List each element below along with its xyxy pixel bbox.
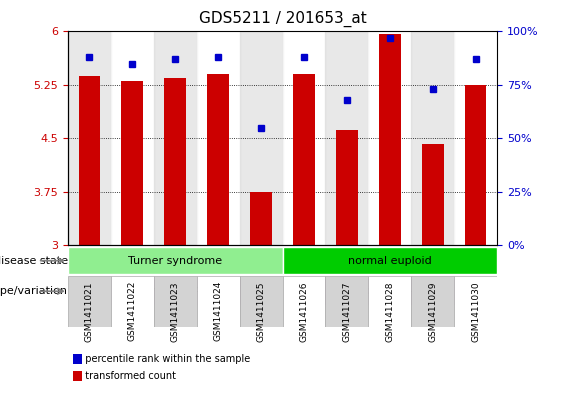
FancyBboxPatch shape <box>154 276 197 327</box>
Text: GSM1411022: GSM1411022 <box>128 281 137 342</box>
Text: Turner syndrome: Turner syndrome <box>128 256 222 266</box>
FancyBboxPatch shape <box>282 247 497 274</box>
Title: GDS5211 / 201653_at: GDS5211 / 201653_at <box>199 11 366 27</box>
FancyBboxPatch shape <box>68 276 111 327</box>
Bar <box>422 144 444 245</box>
Text: karyotype: 45,X: karyotype: 45,X <box>131 286 219 296</box>
Bar <box>368 31 411 245</box>
Bar <box>121 81 143 245</box>
FancyBboxPatch shape <box>282 277 497 305</box>
Bar <box>197 31 240 245</box>
Text: GSM1411027: GSM1411027 <box>342 281 351 342</box>
Text: percentile rank within the sample: percentile rank within the sample <box>79 354 250 364</box>
Bar <box>250 192 272 245</box>
Text: genotype/variation: genotype/variation <box>0 286 68 296</box>
Text: GSM1411029: GSM1411029 <box>428 281 437 342</box>
FancyBboxPatch shape <box>68 277 282 305</box>
Bar <box>282 31 325 245</box>
FancyBboxPatch shape <box>325 276 368 327</box>
Bar <box>454 31 497 245</box>
Bar <box>164 78 186 245</box>
FancyBboxPatch shape <box>240 276 282 327</box>
Bar <box>111 31 154 245</box>
Text: GSM1411021: GSM1411021 <box>85 281 94 342</box>
Bar <box>207 74 229 245</box>
Text: GSM1411023: GSM1411023 <box>171 281 180 342</box>
Bar <box>68 31 111 245</box>
FancyBboxPatch shape <box>197 276 240 327</box>
Text: GSM1411024: GSM1411024 <box>214 281 223 342</box>
FancyBboxPatch shape <box>411 276 454 327</box>
FancyBboxPatch shape <box>111 276 154 327</box>
Bar <box>411 31 454 245</box>
Bar <box>79 76 100 245</box>
FancyBboxPatch shape <box>282 276 325 327</box>
FancyBboxPatch shape <box>68 247 282 274</box>
Text: disease state: disease state <box>0 256 68 266</box>
FancyBboxPatch shape <box>454 276 497 327</box>
Text: GSM1411025: GSM1411025 <box>257 281 266 342</box>
Text: GSM1411030: GSM1411030 <box>471 281 480 342</box>
Text: karyotype: 46,XX: karyotype: 46,XX <box>342 286 438 296</box>
Bar <box>154 31 197 245</box>
Bar <box>336 130 358 245</box>
Bar <box>465 85 486 245</box>
Bar <box>240 31 282 245</box>
Bar <box>325 31 368 245</box>
Text: GSM1411026: GSM1411026 <box>299 281 308 342</box>
Text: transformed count: transformed count <box>79 371 176 381</box>
Bar <box>293 74 315 245</box>
Text: normal euploid: normal euploid <box>348 256 432 266</box>
Text: GSM1411028: GSM1411028 <box>385 281 394 342</box>
Bar <box>379 33 401 245</box>
FancyBboxPatch shape <box>368 276 411 327</box>
